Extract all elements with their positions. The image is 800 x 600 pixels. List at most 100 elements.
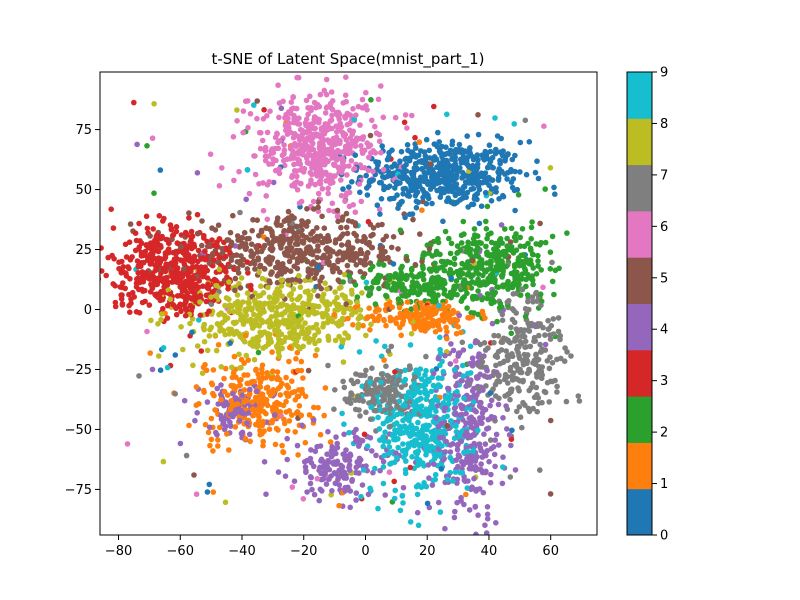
scatter-point: [385, 384, 392, 391]
scatter-point: [338, 192, 345, 199]
scatter-point: [293, 168, 300, 174]
scatter-point: [488, 471, 494, 478]
scatter-point: [418, 403, 425, 410]
scatter-point: [449, 270, 456, 277]
scatter-point: [437, 350, 444, 357]
scatter-point: [213, 292, 220, 299]
scatter-point: [342, 149, 348, 155]
scatter-point: [459, 405, 466, 412]
scatter-point: [424, 500, 431, 507]
scatter-point: [265, 335, 272, 342]
scatter-point: [386, 392, 392, 398]
scatter-point: [465, 239, 471, 246]
scatter-point: [286, 120, 293, 127]
scatter-point: [277, 346, 284, 352]
scatter-point: [314, 162, 321, 169]
scatter-point: [546, 399, 552, 405]
scatter-point: [504, 235, 510, 242]
scatter-point: [368, 404, 375, 410]
scatter-point: [558, 355, 564, 362]
scatter-point: [429, 200, 435, 207]
scatter-point: [189, 316, 196, 322]
scatter-point: [254, 388, 260, 395]
scatter-point: [202, 264, 208, 271]
scatter-point: [240, 299, 246, 305]
scatter-point: [367, 435, 374, 441]
scatter-point: [128, 296, 134, 302]
scatter-point: [245, 410, 252, 416]
scatter-point: [269, 269, 275, 276]
scatter-point: [294, 121, 301, 127]
scatter-point: [406, 211, 413, 218]
scatter-point: [350, 322, 356, 328]
scatter-point: [440, 400, 447, 406]
scatter-point: [451, 435, 458, 442]
scatter-point: [414, 509, 421, 516]
scatter-point: [409, 454, 415, 460]
scatter-point: [522, 305, 529, 312]
scatter-point: [380, 397, 386, 404]
scatter-point: [180, 293, 187, 300]
scatter-point: [544, 379, 551, 386]
scatter-point: [231, 353, 238, 360]
scatter-point: [221, 388, 228, 395]
scatter-point: [339, 155, 346, 162]
scatter-point: [513, 310, 519, 316]
scatter-point: [392, 393, 398, 399]
scatter-point: [330, 135, 337, 142]
scatter-point: [270, 156, 276, 162]
scatter-point: [289, 331, 296, 337]
scatter-point: [428, 268, 434, 274]
scatter-point: [426, 246, 433, 252]
scatter-point: [307, 237, 313, 243]
scatter-point: [339, 337, 345, 343]
scatter-point: [474, 422, 480, 428]
scatter-point: [419, 323, 426, 330]
scatter-point: [263, 491, 269, 498]
scatter-point: [243, 352, 250, 359]
scatter-point: [514, 408, 520, 415]
scatter-point: [380, 434, 386, 440]
scatter-point: [492, 115, 498, 121]
scatter-point: [539, 372, 545, 378]
scatter-point: [321, 161, 328, 168]
scatter-point: [252, 266, 258, 272]
scatter-point: [379, 371, 385, 378]
scatter-point: [383, 301, 390, 308]
scatter-point: [489, 177, 496, 183]
scatter-point: [353, 309, 359, 315]
scatter-point: [366, 154, 372, 161]
scatter-point: [317, 177, 324, 184]
scatter-point: [195, 230, 201, 237]
scatter-point: [512, 338, 518, 344]
scatter-point: [280, 233, 286, 240]
scatter-point: [303, 97, 310, 104]
scatter-point: [232, 287, 238, 294]
scatter-point: [487, 258, 494, 265]
scatter-point: [423, 353, 429, 360]
scatter-point: [334, 251, 341, 257]
scatter-point: [241, 387, 248, 393]
scatter-point: [269, 246, 276, 252]
scatter-point: [405, 147, 411, 154]
scatter-point: [544, 358, 551, 364]
scatter-point: [358, 143, 364, 149]
scatter-point: [289, 321, 295, 328]
scatter-point: [435, 129, 441, 136]
scatter-point: [468, 419, 474, 425]
scatter-point: [552, 267, 559, 274]
scatter-point: [509, 427, 515, 434]
scatter-point: [288, 291, 295, 297]
scatter-point: [292, 429, 299, 435]
scatter-point: [293, 356, 299, 362]
scatter-point: [198, 256, 204, 262]
scatter-point: [242, 306, 248, 313]
scatter-point: [488, 413, 495, 420]
scatter-point: [552, 191, 558, 197]
scatter-point: [326, 207, 332, 214]
scatter-point: [507, 364, 514, 371]
scatter-point: [216, 266, 223, 273]
scatter-point: [283, 374, 289, 381]
scatter-point: [201, 232, 207, 239]
scatter-point: [508, 166, 514, 173]
